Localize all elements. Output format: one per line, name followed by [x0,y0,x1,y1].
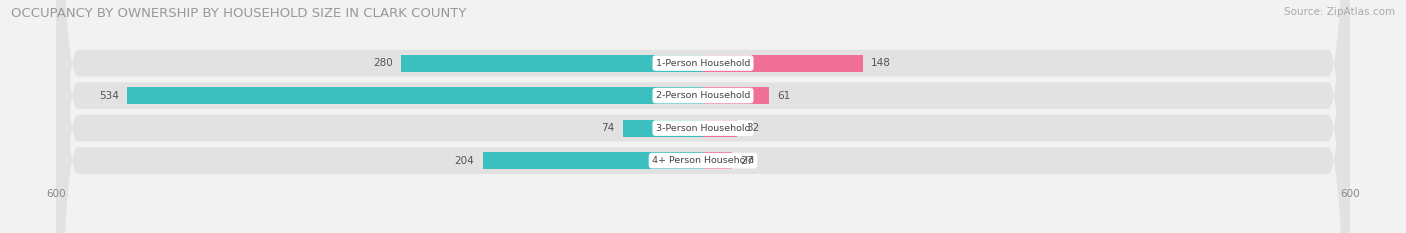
Bar [401,55,703,72]
Bar [703,55,862,72]
Text: 2-Person Household: 2-Person Household [655,91,751,100]
Text: 204: 204 [454,156,474,166]
Text: 534: 534 [98,91,118,101]
Text: 3-Person Household: 3-Person Household [655,123,751,133]
Text: 32: 32 [747,123,759,133]
FancyBboxPatch shape [56,0,1350,233]
Bar [703,87,769,104]
Text: 1-Person Household: 1-Person Household [655,58,751,68]
FancyBboxPatch shape [56,0,1350,233]
Text: Source: ZipAtlas.com: Source: ZipAtlas.com [1284,7,1395,17]
Text: 4+ Person Household: 4+ Person Household [652,156,754,165]
Text: 27: 27 [741,156,754,166]
FancyBboxPatch shape [56,0,1350,233]
Text: 61: 61 [778,91,790,101]
Bar [703,152,733,169]
Text: 148: 148 [872,58,891,68]
Bar [128,87,703,104]
FancyBboxPatch shape [56,0,1350,233]
Text: 280: 280 [373,58,392,68]
Bar [484,152,703,169]
Text: OCCUPANCY BY OWNERSHIP BY HOUSEHOLD SIZE IN CLARK COUNTY: OCCUPANCY BY OWNERSHIP BY HOUSEHOLD SIZE… [11,7,467,20]
Bar [623,120,703,137]
Text: 74: 74 [602,123,614,133]
Bar [703,120,738,137]
